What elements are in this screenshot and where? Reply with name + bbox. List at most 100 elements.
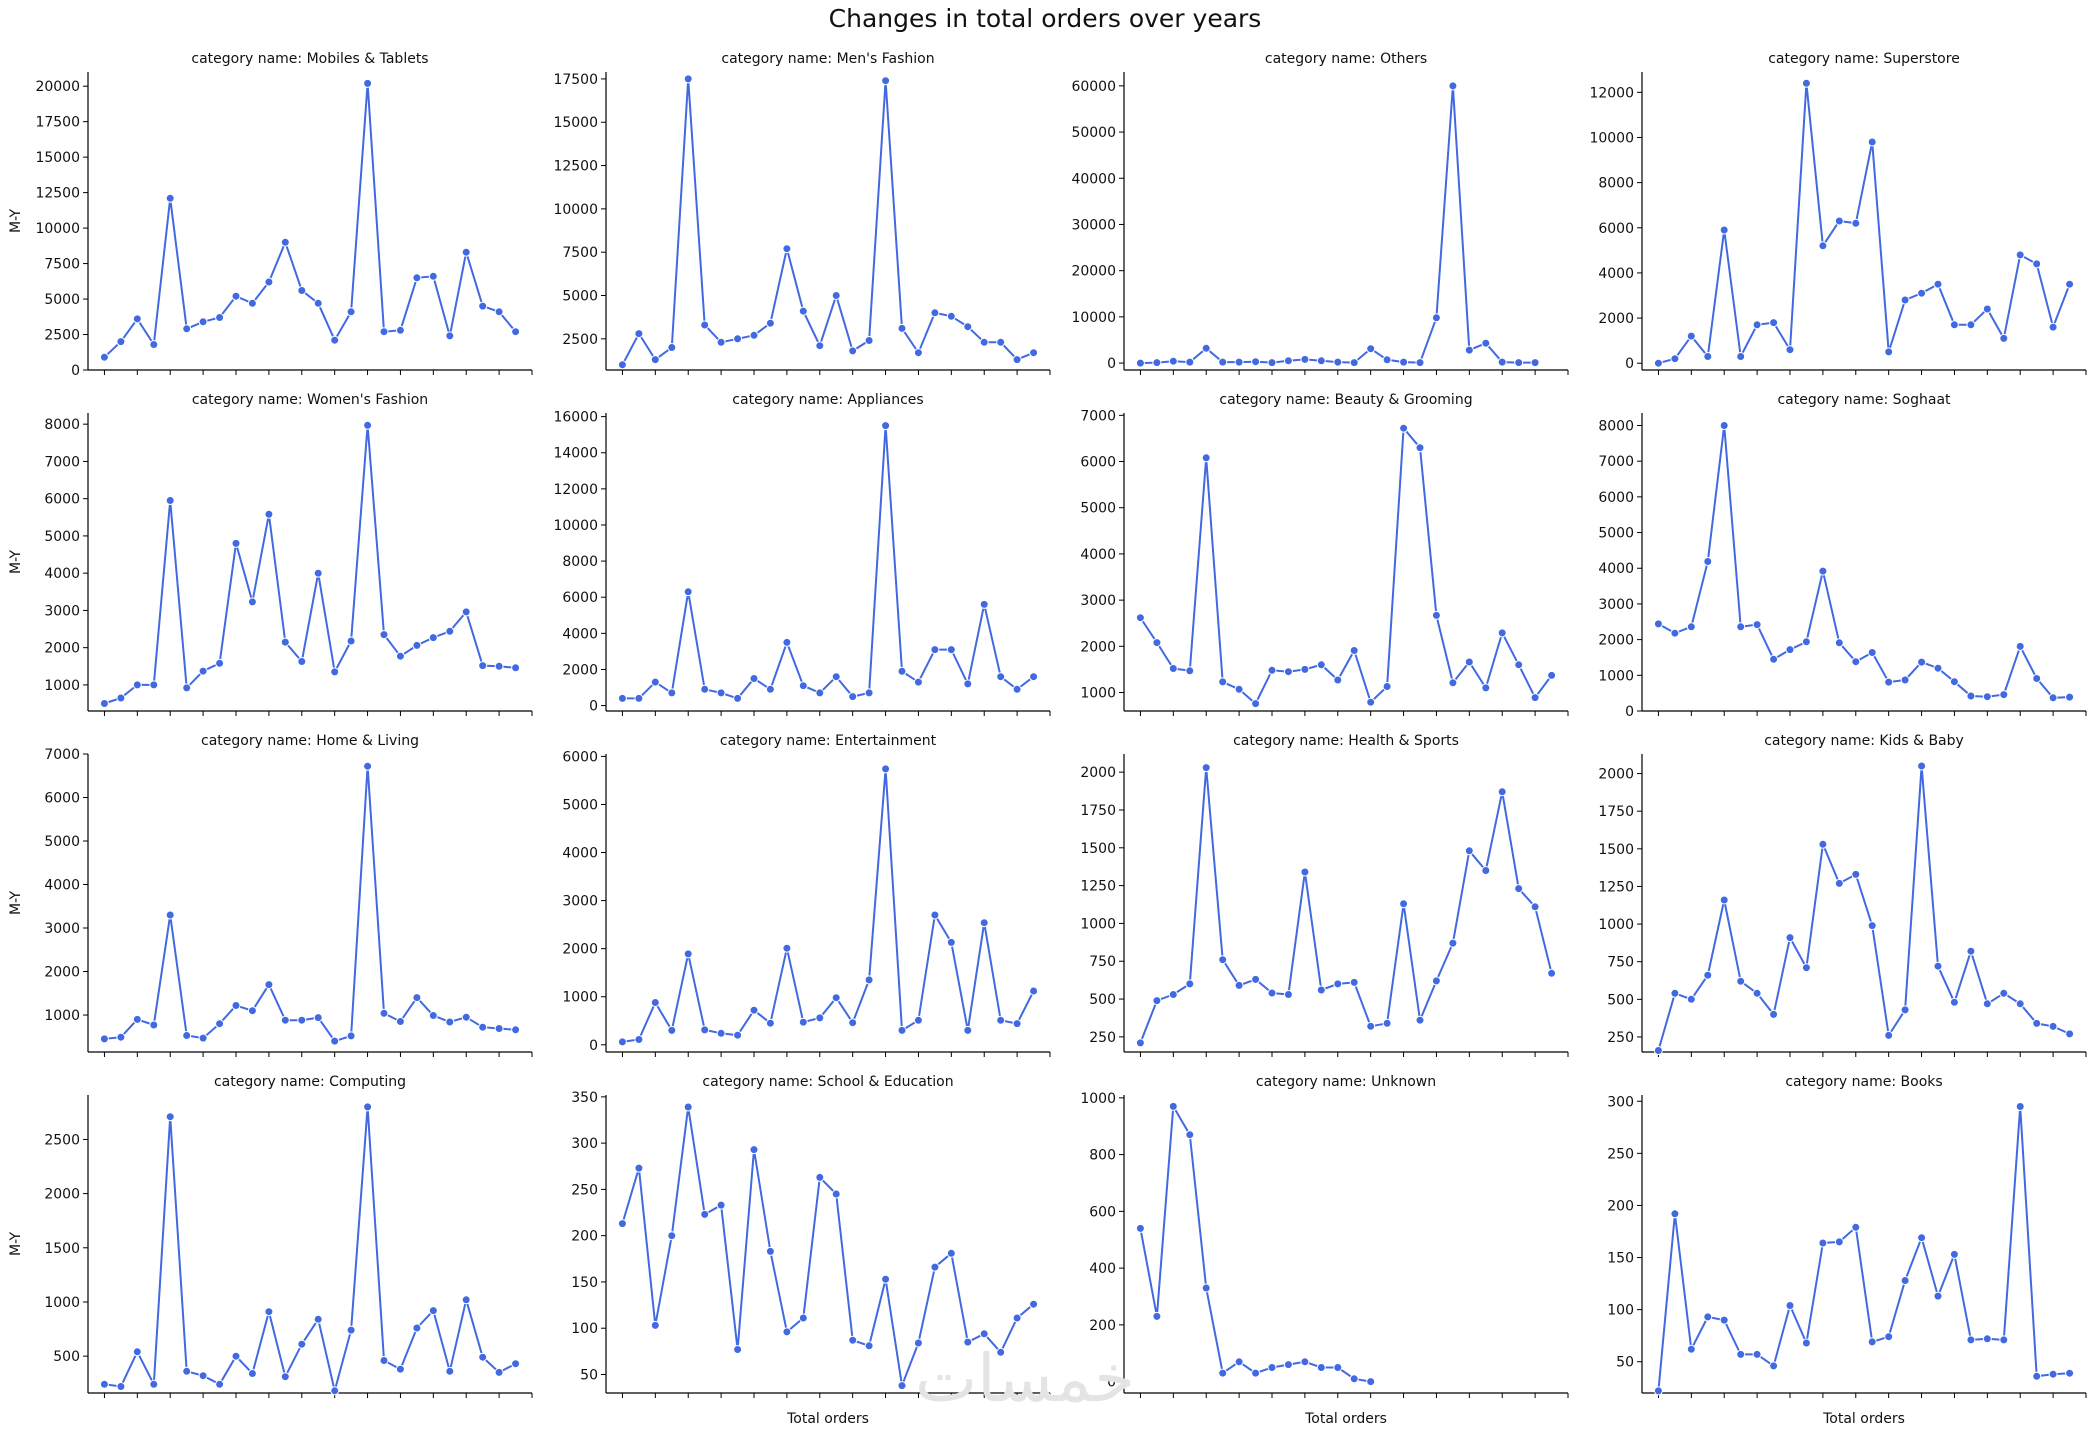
data-point (1185, 1130, 1195, 1140)
data-point (1029, 986, 1039, 996)
data-point (2048, 1021, 2058, 1031)
data-point (700, 320, 710, 330)
data-point (765, 318, 775, 328)
subplot-title: category name: Men's Fashion (721, 51, 934, 67)
data-point (1218, 955, 1228, 965)
data-point (2015, 1102, 2025, 1111)
data-point (297, 1339, 307, 1349)
data-point (1999, 988, 2009, 998)
y-tick-label: 10000 (1071, 310, 1116, 326)
data-point (1152, 638, 1162, 648)
data-point (1752, 1349, 1762, 1359)
data-point (913, 348, 923, 358)
data-point (1152, 358, 1162, 368)
data-point (1933, 663, 1943, 673)
data-point (1752, 988, 1762, 998)
data-point (116, 1032, 126, 1042)
data-point (1769, 1361, 1779, 1371)
data-point (1703, 352, 1713, 361)
data-point (864, 975, 874, 985)
y-tick-label: 8000 (44, 417, 80, 433)
data-point (1917, 288, 1927, 298)
series-line (1139, 767, 1553, 1044)
data-point (182, 324, 192, 334)
data-point (445, 331, 455, 341)
y-tick-label: 2000 (44, 1187, 80, 1203)
data-point (1785, 1301, 1795, 1310)
data-point (1785, 345, 1795, 355)
data-point (1464, 846, 1474, 856)
y-tick-label: 7000 (1080, 408, 1116, 424)
data-point (445, 1017, 455, 1027)
data-point (1818, 1238, 1828, 1248)
data-point (1497, 628, 1507, 638)
data-point (1818, 241, 1828, 251)
data-point (1900, 675, 1910, 685)
data-point (1382, 355, 1392, 365)
subplot: category name: School & Education 50 100 15… (571, 1074, 1051, 1427)
data-point (733, 334, 743, 344)
data-point (1752, 320, 1762, 330)
data-point (445, 1366, 455, 1376)
data-point (1029, 672, 1039, 682)
data-point (1283, 356, 1293, 366)
data-point (1966, 1335, 1976, 1345)
data-point (979, 337, 989, 347)
data-point (478, 1022, 488, 1032)
series-line (1657, 765, 2071, 1051)
subplot: category name: Women's Fashion 1000 2000 30… (8, 392, 533, 716)
data-point (683, 74, 693, 84)
y-axis-label: M-Y (8, 1232, 24, 1256)
data-point (412, 273, 422, 283)
data-point (1884, 1030, 1894, 1040)
data-point (2015, 250, 2025, 260)
data-point (1283, 1360, 1293, 1370)
data-point (461, 247, 471, 257)
data-point (1966, 946, 1976, 956)
data-point (1851, 218, 1861, 228)
y-tick-label: 200 (1089, 1318, 1116, 1334)
data-point (1168, 990, 1178, 999)
data-point (881, 76, 891, 86)
data-point (1752, 620, 1762, 630)
y-tick-label: 60000 (1071, 79, 1116, 95)
y-tick-label: 0 (1625, 704, 1634, 720)
series-line (622, 768, 1035, 1043)
data-point (1514, 884, 1524, 894)
data-point (198, 1033, 208, 1043)
y-tick-label: 250 (1607, 1030, 1634, 1046)
data-point (683, 587, 693, 597)
x-axis-label: Total orders (1822, 1411, 1905, 1427)
y-tick-label: 40000 (1071, 171, 1116, 187)
y-tick-label: 3000 (562, 894, 598, 910)
data-point (511, 663, 521, 673)
data-point (215, 1019, 225, 1029)
data-point (264, 509, 274, 519)
data-point (1349, 1374, 1359, 1384)
data-point (831, 672, 841, 682)
data-point (815, 1172, 825, 1182)
data-point (1481, 866, 1491, 875)
data-point (1736, 622, 1746, 632)
subplot: category name: Soghaat 0 1000 2000 3000 4000 5… (1598, 392, 2087, 720)
series-line (1657, 425, 2070, 699)
y-tick-label: 500 (1607, 992, 1634, 1008)
data-point (1999, 690, 2009, 700)
data-point (1867, 1337, 1877, 1347)
data-point (1168, 356, 1178, 366)
data-point (1218, 1368, 1228, 1378)
y-tick-label: 1000 (562, 990, 598, 1006)
data-point (749, 1005, 759, 1015)
data-point (634, 329, 644, 339)
data-point (1168, 1101, 1178, 1111)
data-point (1801, 78, 1811, 88)
y-tick-label: 12500 (35, 186, 80, 202)
subplot: category name: Beauty & Grooming 1000 2000… (1080, 392, 1569, 716)
y-tick-label: 0 (589, 1038, 598, 1054)
data-point (2032, 674, 2042, 683)
data-point (149, 1379, 159, 1389)
data-point (247, 597, 257, 607)
data-point (749, 330, 759, 340)
data-point (733, 1345, 743, 1354)
data-point (1982, 999, 1992, 1009)
